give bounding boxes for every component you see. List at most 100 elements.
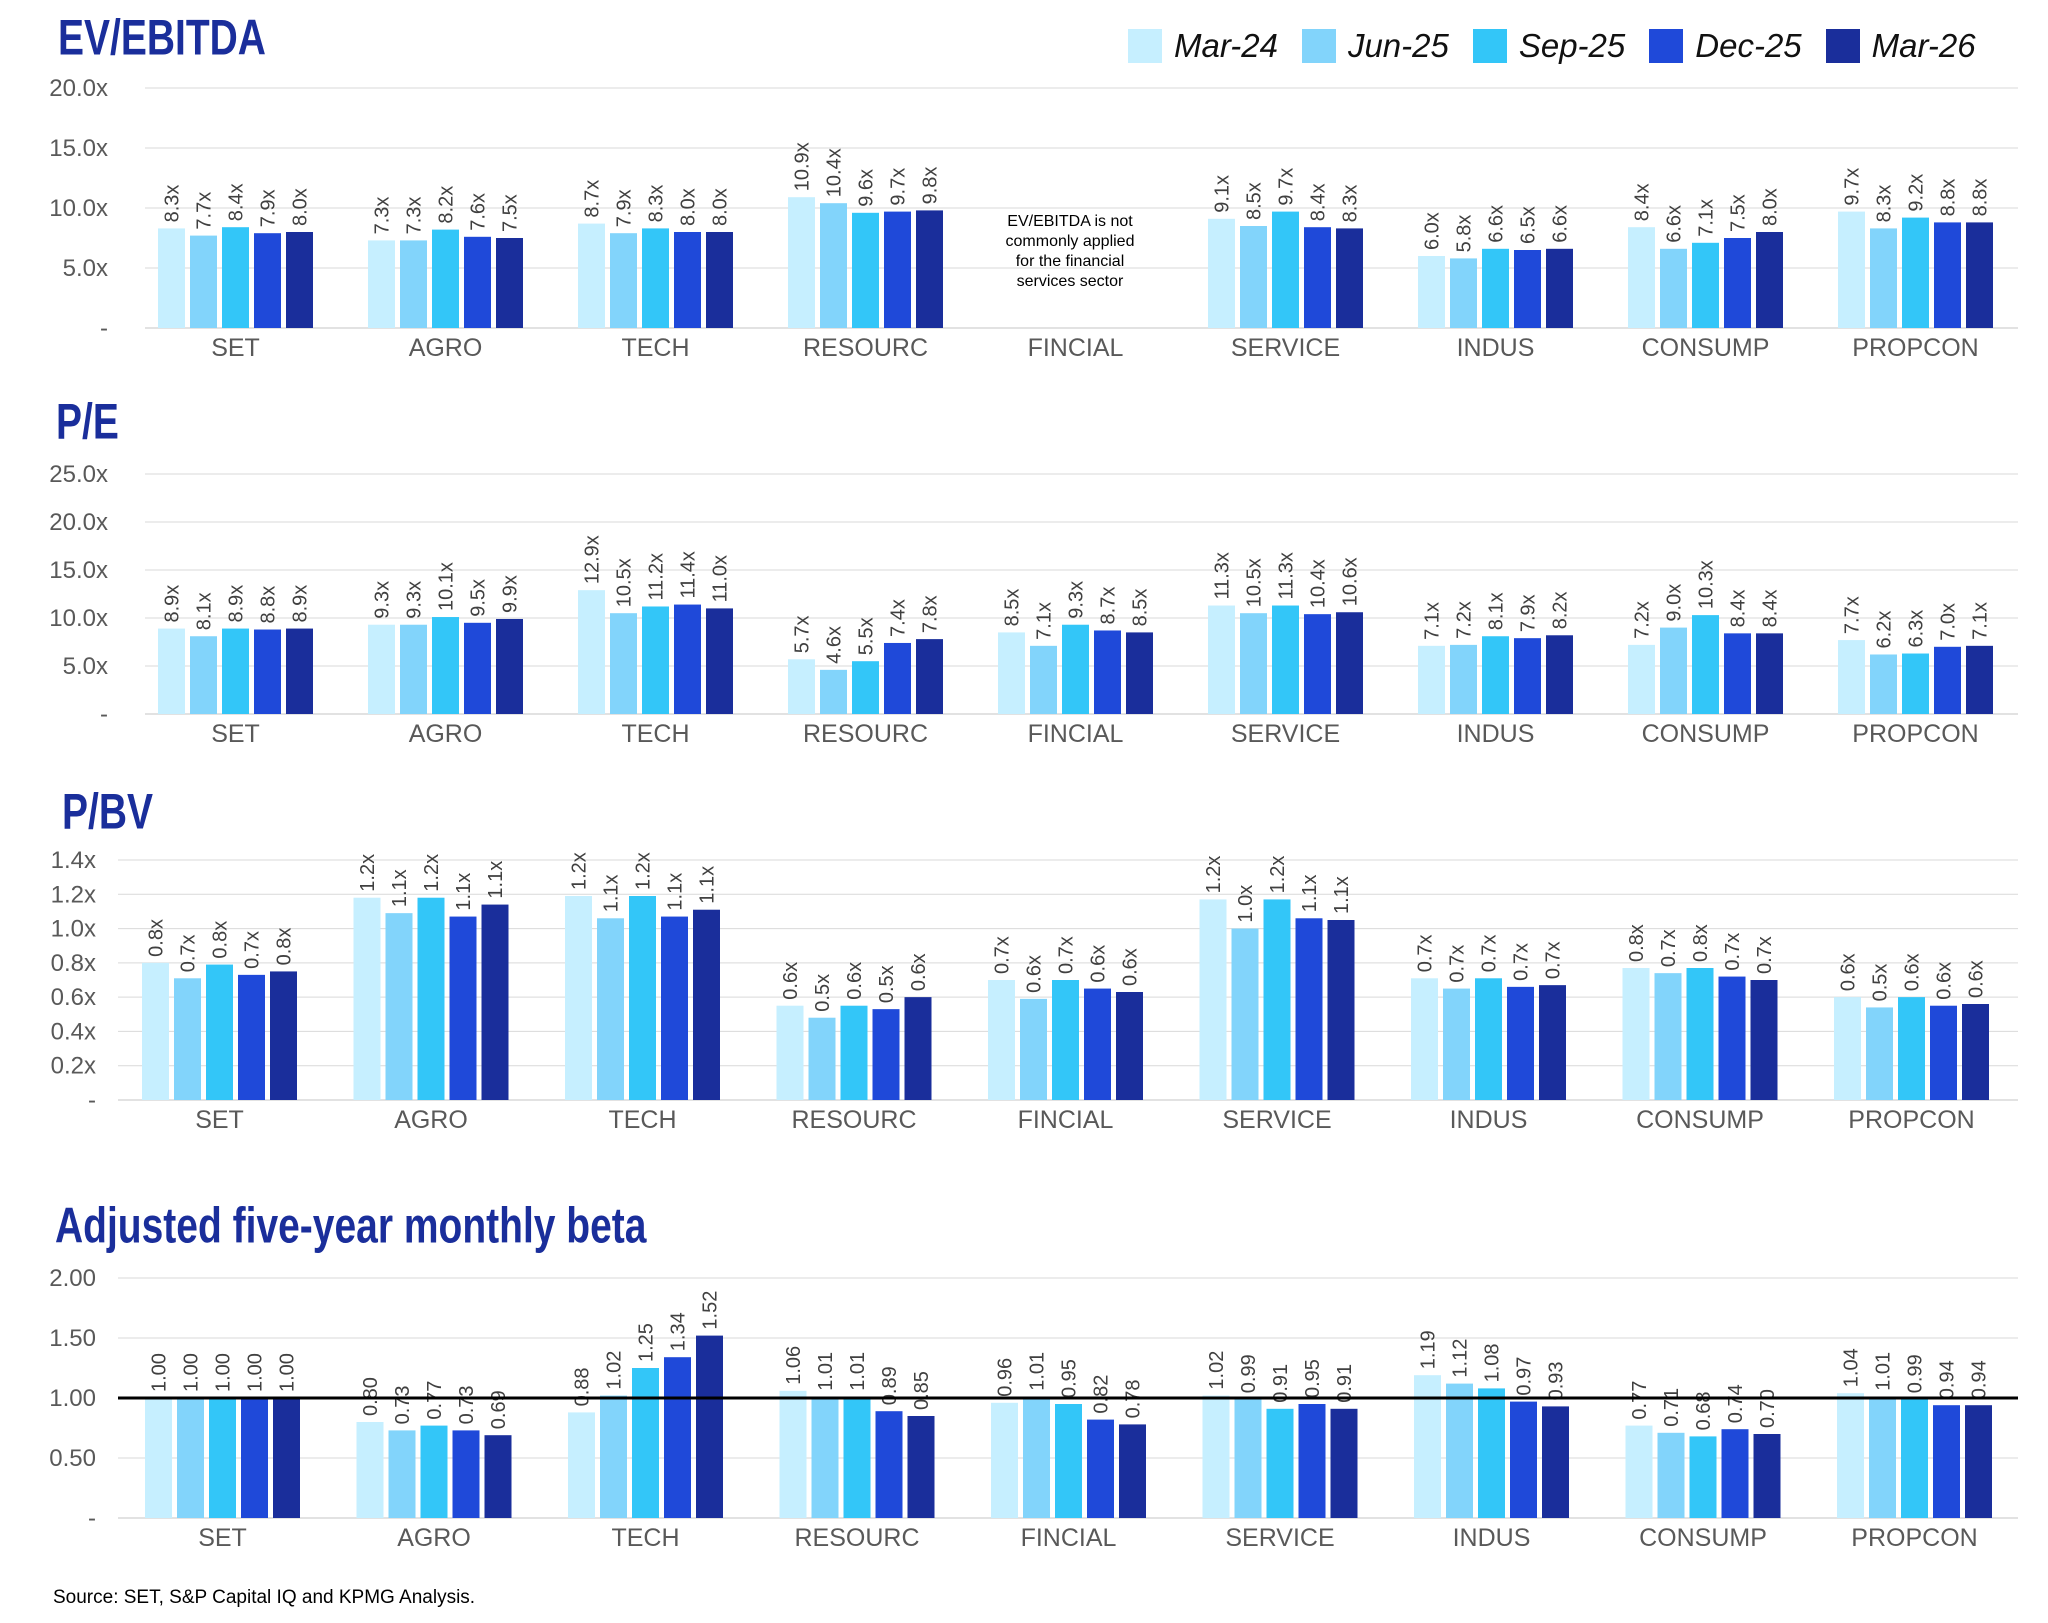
data-label: 7.1x — [1696, 199, 1718, 237]
bar — [1295, 918, 1323, 1100]
data-label: 0.6x — [1838, 953, 1860, 991]
data-label: 0.74 — [1725, 1384, 1747, 1423]
bar — [1126, 632, 1153, 714]
data-label: 7.3x — [404, 197, 426, 235]
bar — [1272, 211, 1299, 328]
category-label: SERVICE — [1225, 1524, 1334, 1552]
data-label: 0.7x — [1543, 941, 1565, 979]
bar — [1240, 613, 1267, 714]
data-label: 0.73 — [456, 1385, 478, 1424]
data-label: 7.8x — [920, 595, 942, 633]
bar — [1622, 968, 1650, 1100]
data-label: 7.9x — [614, 189, 636, 227]
bar — [1482, 248, 1509, 328]
bar — [241, 1398, 268, 1518]
data-label: 0.94 — [1969, 1360, 1991, 1399]
bar — [1411, 978, 1438, 1100]
bar — [568, 1412, 595, 1518]
data-label: 0.89 — [879, 1366, 901, 1405]
data-label: 0.7x — [1479, 934, 1501, 972]
data-label: 0.91 — [1334, 1364, 1356, 1403]
data-label: 0.5x — [876, 965, 898, 1003]
data-label: 0.6x — [844, 962, 866, 1000]
data-label: 0.97 — [1514, 1357, 1536, 1396]
bar — [1023, 1396, 1050, 1518]
data-label: 1.2x — [569, 852, 591, 890]
data-label: 8.9x — [226, 585, 248, 623]
bar — [1657, 1432, 1685, 1518]
bar — [254, 629, 281, 714]
category-label: RESOURC — [791, 1106, 916, 1134]
data-label: 7.6x — [468, 193, 490, 231]
category-label: SERVICE — [1222, 1106, 1331, 1134]
bar — [209, 1398, 236, 1518]
bar — [884, 211, 911, 328]
category-label: TECH — [608, 1106, 676, 1134]
data-label: 1.1x — [1299, 874, 1321, 912]
category-label: INDUS — [1457, 720, 1535, 748]
bar — [1934, 646, 1961, 714]
data-label: 9.3x — [404, 581, 426, 619]
data-label: 0.7x — [992, 936, 1014, 974]
bar — [1898, 997, 1925, 1100]
data-label: 7.2x — [1454, 601, 1476, 639]
bar — [174, 978, 201, 1100]
bar — [1539, 985, 1566, 1100]
data-label: 10.3x — [1696, 560, 1718, 609]
bar — [142, 962, 169, 1100]
bar — [1116, 992, 1143, 1100]
data-label: 7.7x — [194, 192, 216, 230]
bar — [496, 618, 523, 714]
data-label: 7.3x — [372, 197, 394, 235]
y-tick-label: - — [100, 315, 108, 342]
data-label: 1.34 — [668, 1312, 690, 1351]
data-label: 9.8x — [920, 167, 942, 205]
data-label: 0.69 — [488, 1390, 510, 1429]
bar — [661, 916, 688, 1100]
bar — [1330, 1408, 1358, 1518]
data-label: 10.1x — [436, 562, 458, 611]
legend-swatch — [1825, 29, 1860, 63]
bar — [1208, 605, 1235, 714]
data-label: 7.4x — [888, 599, 910, 637]
data-label: 7.5x — [500, 194, 522, 232]
category-label: INDUS — [1457, 334, 1535, 362]
data-label: 1.2x — [633, 852, 655, 890]
data-label: 11.4x — [678, 551, 700, 598]
category-label: PROPCON — [1852, 334, 1978, 362]
bar — [1546, 635, 1573, 714]
bar — [610, 233, 637, 328]
bar — [1304, 614, 1331, 714]
data-label: 8.9x — [290, 585, 312, 623]
bar — [385, 913, 413, 1100]
data-label: 6.6x — [1486, 205, 1508, 243]
category-label: PROPCON — [1851, 1524, 1977, 1552]
category-label: FINCIAL — [1018, 1106, 1114, 1134]
data-label: 1.0x — [1235, 885, 1257, 923]
bar — [1336, 612, 1363, 714]
data-label: 7.2x — [1632, 601, 1654, 639]
data-label: 7.9x — [258, 189, 280, 227]
data-label: 10.6x — [1340, 557, 1362, 606]
data-label: 8.7x — [1098, 587, 1120, 625]
y-tick-label: 10.0x — [49, 195, 108, 222]
category-label: SET — [195, 1106, 244, 1134]
bar — [1628, 644, 1655, 714]
data-label: 9.7x — [1276, 168, 1298, 206]
bar — [1756, 232, 1783, 328]
bar — [916, 639, 943, 714]
data-label: 7.5x — [1728, 194, 1750, 232]
bar — [452, 1430, 480, 1518]
data-label: 8.3x — [1340, 185, 1362, 223]
data-label: 8.4x — [1632, 183, 1654, 221]
bar — [1934, 222, 1961, 328]
data-label: 7.7x — [1842, 596, 1864, 634]
bar — [1263, 899, 1291, 1100]
legend-swatch — [1301, 29, 1336, 63]
data-label: 1.00 — [149, 1353, 171, 1392]
bar — [368, 624, 395, 714]
data-label: 9.7x — [888, 168, 910, 206]
bar — [222, 227, 249, 328]
bar — [1298, 1404, 1326, 1518]
